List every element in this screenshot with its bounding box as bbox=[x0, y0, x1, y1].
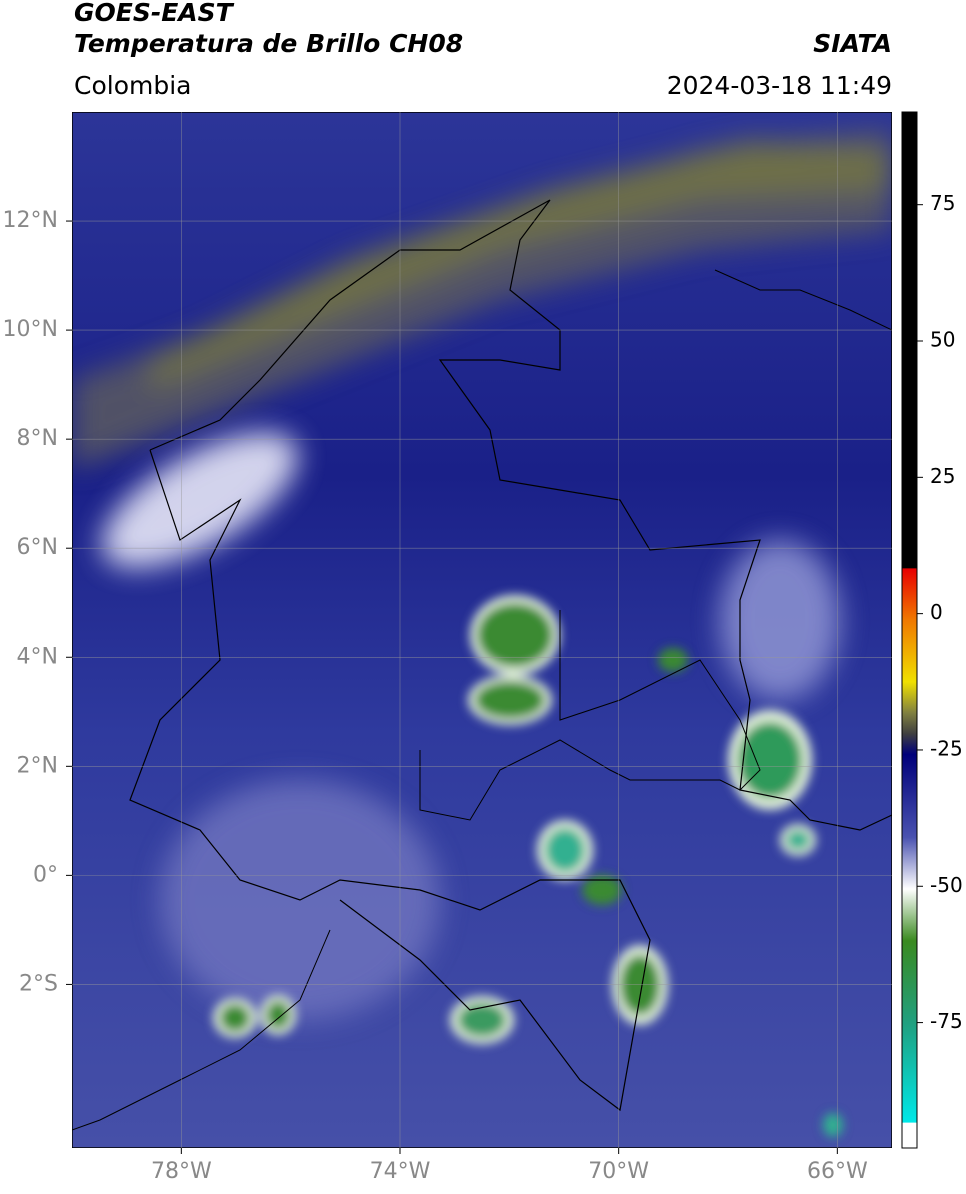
y-tick-label: 2°N bbox=[17, 753, 58, 778]
y-tick-label: 0° bbox=[33, 862, 58, 887]
datetime: 2024-03-18 11:49 bbox=[667, 71, 892, 100]
y-tick-label: 6°N bbox=[17, 535, 58, 560]
x-tick-label: 78°W bbox=[151, 1159, 212, 1184]
colorbar-tick-label: -75 bbox=[930, 1009, 963, 1033]
x-tick-label: 66°W bbox=[807, 1159, 868, 1184]
colorbar-tick-label: 25 bbox=[930, 464, 955, 488]
y-tick-label: 4°N bbox=[17, 644, 58, 669]
region: Colombia bbox=[74, 71, 191, 100]
title: GOES-EAST bbox=[74, 0, 235, 27]
y-tick-label: 10°N bbox=[3, 317, 58, 342]
colorbar-tick-label: -25 bbox=[930, 736, 963, 760]
satellite-image bbox=[72, 112, 892, 1148]
x-tick-label: 70°W bbox=[588, 1159, 649, 1184]
colorbar-tick-label: 75 bbox=[930, 191, 955, 215]
colorbar-tick-label: 0 bbox=[930, 600, 943, 624]
colorbar-tick-label: -50 bbox=[930, 873, 963, 897]
y-tick-label: 8°N bbox=[17, 426, 58, 451]
colorbar bbox=[901, 111, 918, 1149]
colorbar-tick-label: 50 bbox=[930, 328, 955, 352]
subtitle: Temperatura de Brillo CH08 bbox=[74, 29, 463, 58]
source: SIATA bbox=[813, 29, 892, 58]
y-tick-label: 12°N bbox=[3, 208, 58, 233]
x-tick-label: 74°W bbox=[370, 1159, 431, 1184]
y-tick-label: 2°S bbox=[19, 971, 58, 996]
